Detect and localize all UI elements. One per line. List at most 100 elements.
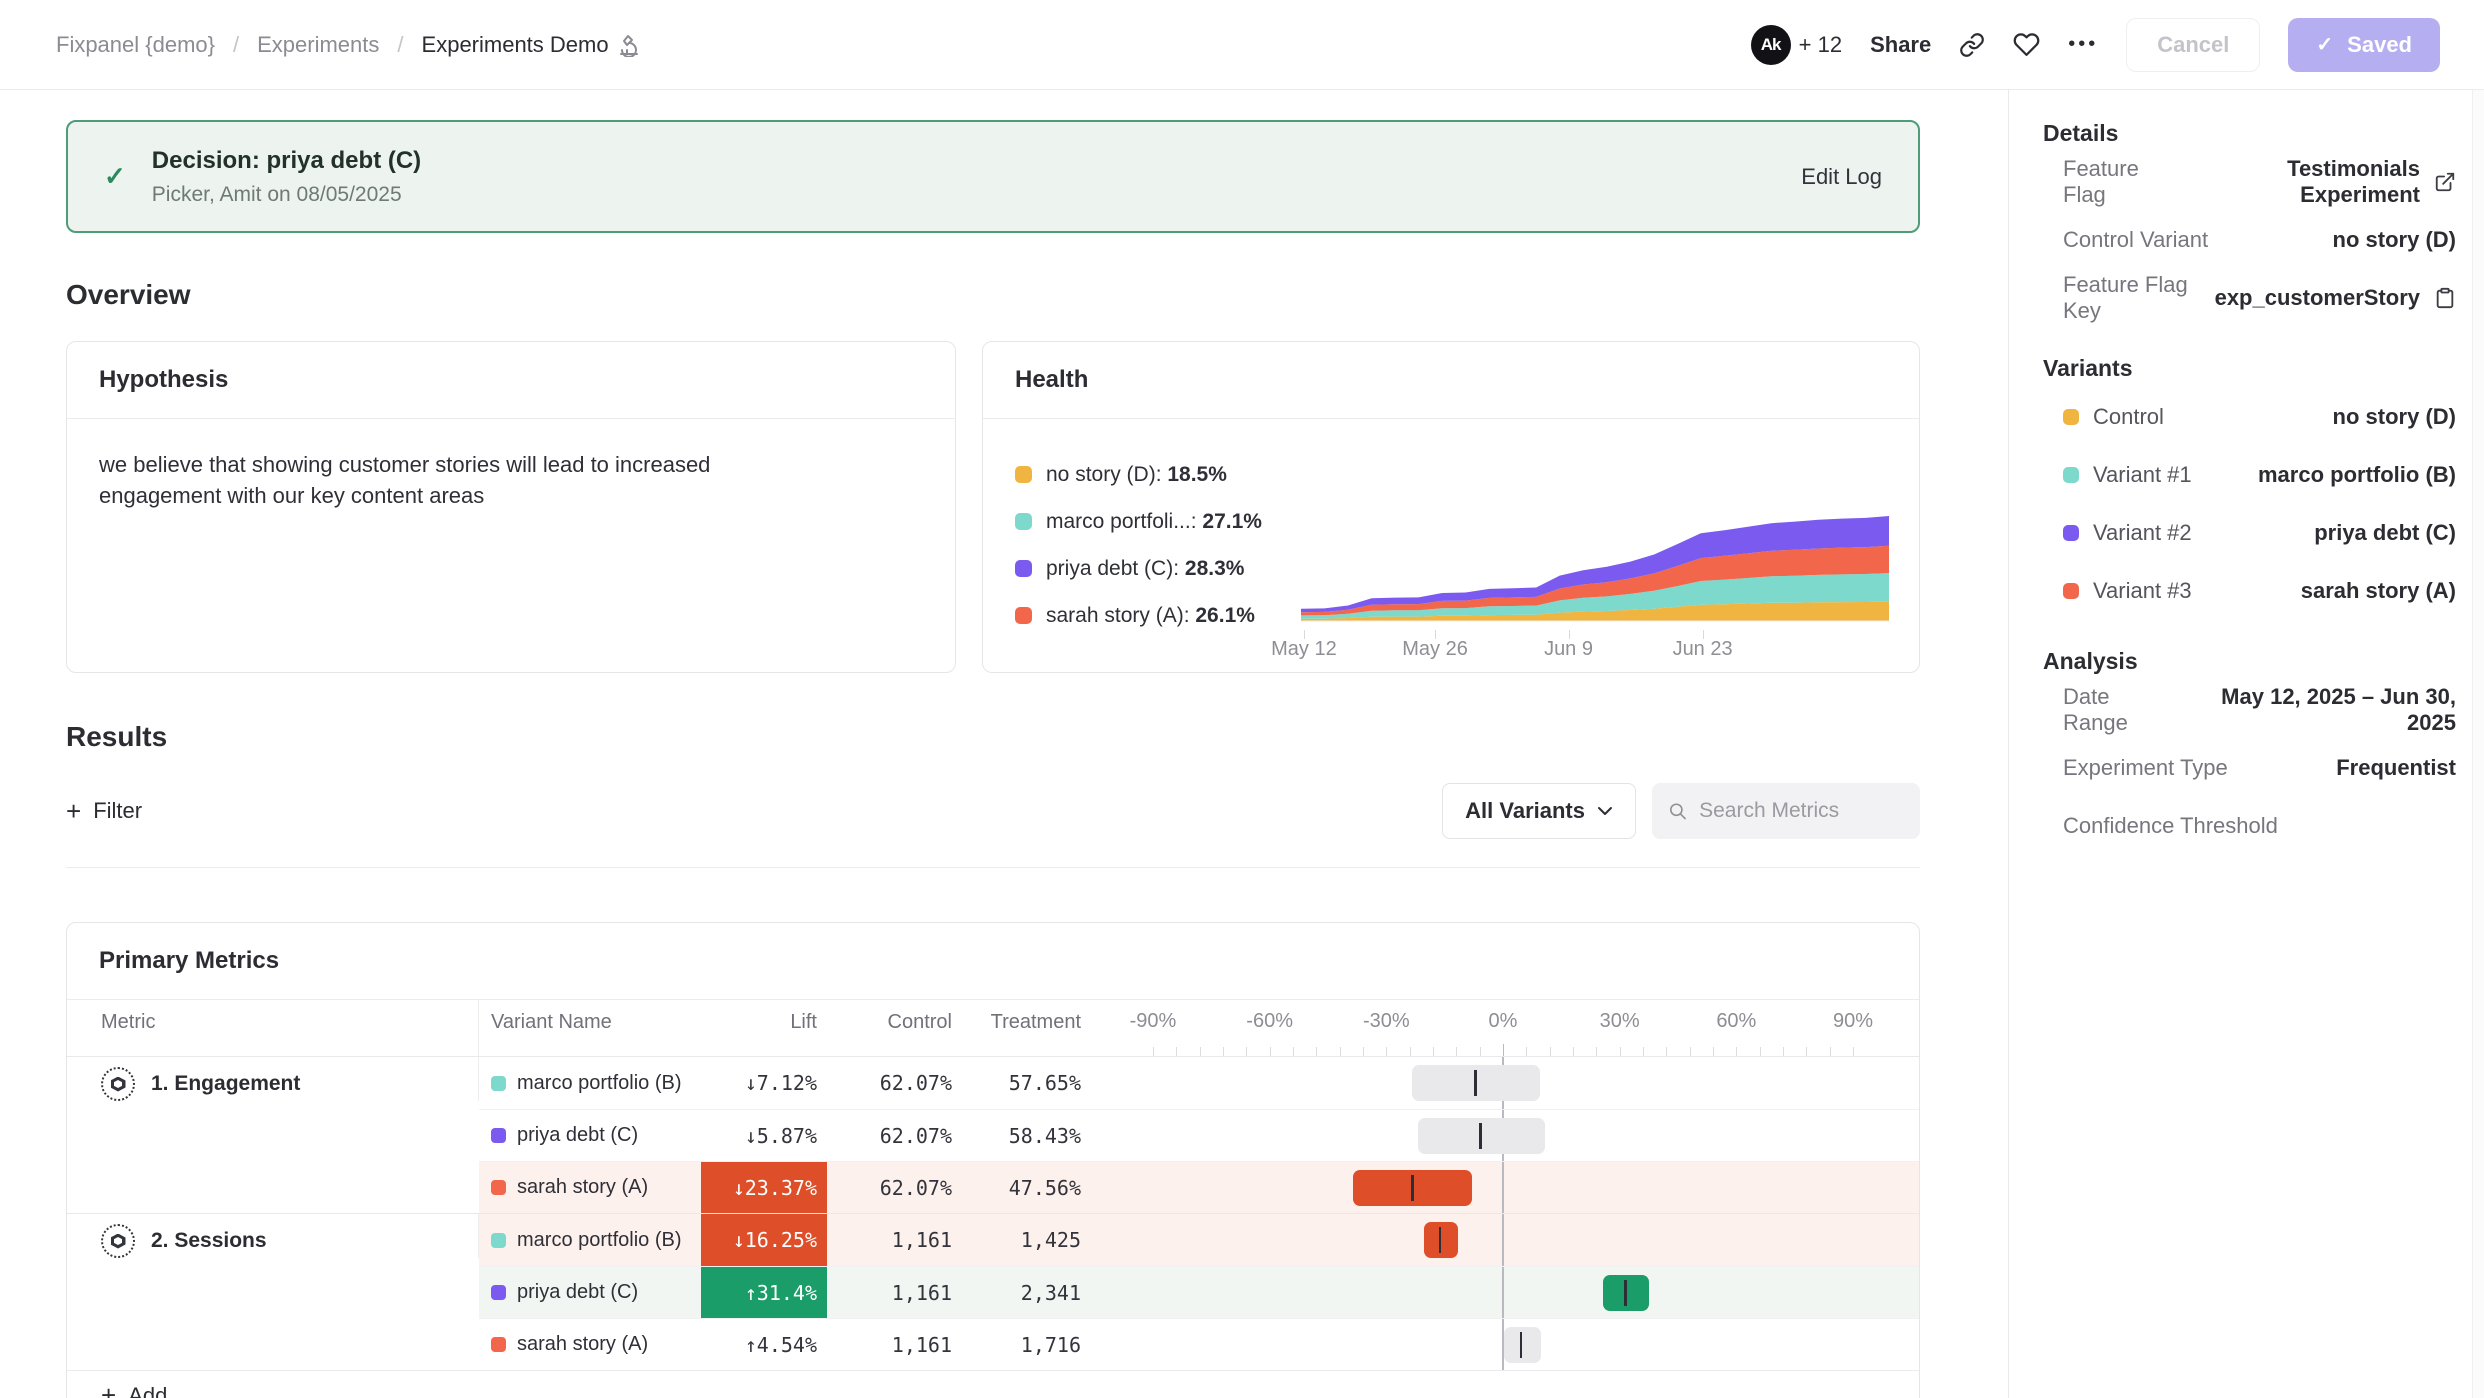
chevron-down-icon [1597,806,1613,816]
header-actions: Ak + 12 Share ••• Cancel ✓ Saved [1751,18,2440,72]
details-sidebar: Details Feature Flag Testimonials Experi… [2008,90,2484,1398]
table-row[interactable]: priya debt (C) ↓5.87% 62.07% 58.43% [479,1109,1919,1161]
hypothesis-title: Hypothesis [67,342,955,419]
metric-name[interactable]: 1. Engagement [151,1072,300,1096]
table-row[interactable]: marco portfolio (B) ↓16.25% 1,161 1,425 [479,1214,1919,1266]
collaborators[interactable]: Ak + 12 [1751,25,1842,65]
ruler-tick [1316,1047,1317,1056]
search-metrics-box[interactable] [1652,783,1920,839]
confidence-interval-cell [1087,1110,1919,1161]
sidebar-row: Feature Flag Testimonials Experiment [2027,153,2462,211]
ruler-tick [1340,1047,1341,1056]
variant-color-dot [491,1285,506,1300]
overview-heading: Overview [66,279,1920,311]
column-header-treatment: Treatment [952,1011,1087,1034]
cancel-button[interactable]: Cancel [2126,18,2260,72]
treatment-value: 2,341 [952,1267,1087,1318]
lift-tick [1520,1332,1523,1358]
sidebar-row-value: no story (D) [2333,227,2456,253]
variant-name: sarah story (A) [517,1333,648,1356]
top-bar: Fixpanel {demo} / Experiments / Experime… [0,0,2484,90]
confidence-interval-cell [1087,1319,1919,1370]
ruler-tick [1806,1047,1807,1056]
legend-swatch [1015,607,1032,624]
sidebar-row-label: Control [2063,404,2164,430]
metric-group: 1. Engagement marco portfolio (B) ↓7.12%… [67,1056,1919,1213]
search-metrics-input[interactable] [1699,799,1904,823]
lift-value: ↓16.25% [701,1214,827,1266]
sidebar-section: Variants Control no story (D) Variant #1… [2027,355,2462,620]
divider [66,867,1920,868]
ruler-tick [1853,1047,1854,1056]
collaborator-count: + 12 [1799,32,1842,58]
sidebar-row-value: no story (D) [2333,404,2456,430]
decision-subtitle: Picker, Amit on 08/05/2025 [152,183,421,207]
table-row[interactable]: priya debt (C) ↑31.4% 1,161 2,341 [479,1266,1919,1318]
metric-group: 2. Sessions marco portfolio (B) ↓16.25% … [67,1213,1919,1370]
ruler-tick [1410,1047,1411,1056]
ruler-tick [1363,1047,1364,1056]
sidebar-row-value: marco portfolio (B) [2258,462,2456,488]
ruler-tick [1480,1047,1481,1056]
add-filter-button[interactable]: + Filter [66,796,142,827]
lift-value: ↓5.87% [701,1110,827,1161]
health-x-axis: May 12May 26Jun 9Jun 23 [1301,632,1889,664]
scrollbar[interactable] [2472,90,2484,1398]
x-axis-label: Jun 9 [1544,638,1593,661]
ruler-tick [1433,1047,1434,1056]
metric-name[interactable]: 2. Sessions [151,1229,267,1253]
check-icon: ✓ [2316,32,2333,57]
sidebar-row-label: Confidence Threshold [2063,813,2278,839]
ruler-tick [1200,1047,1201,1056]
clipboard-icon[interactable] [2434,287,2456,309]
x-axis-label: May 26 [1402,638,1468,661]
axis-tick-label: 60% [1716,1010,1756,1033]
table-row[interactable]: sarah story (A) ↑4.54% 1,161 1,716 [479,1318,1919,1370]
metric-icon [101,1224,135,1258]
sidebar-row-label: Variant #1 [2063,462,2192,488]
control-value: 62.07% [827,1162,952,1213]
page-title: Experiments Demo [422,32,609,58]
table-row[interactable]: marco portfolio (B) ↓7.12% 62.07% 57.65% [479,1057,1919,1109]
add-metric-button[interactable]: + Add [67,1370,1919,1398]
avatar[interactable]: Ak [1751,25,1791,65]
variant-name: priya debt (C) [517,1281,638,1304]
sidebar-row: Variant #1 marco portfolio (B) [2027,446,2462,504]
saved-button[interactable]: ✓ Saved [2288,18,2440,72]
treatment-value: 1,716 [952,1319,1087,1370]
ruler-tick [1830,1047,1831,1056]
sidebar-section-heading: Variants [2027,355,2462,382]
sidebar-section-heading: Analysis [2027,648,2462,675]
external-link-icon[interactable] [2434,171,2456,193]
control-value: 62.07% [827,1057,952,1109]
sidebar-row: Experiment Type Frequentist [2027,739,2462,797]
table-header-row: Metric Variant Name Lift Control Treatme… [67,1000,1919,1044]
legend-swatch [1015,560,1032,577]
variant-color-swatch [2063,583,2079,599]
health-card: Health no story (D): 18.5% marco portfol… [982,341,1920,673]
zero-line [1502,1267,1504,1318]
lift-tick [1624,1280,1627,1306]
edit-log-link[interactable]: Edit Log [1801,164,1882,190]
breadcrumb-separator: / [233,32,239,58]
ruler-tick [1596,1047,1597,1056]
breadcrumb-experiments[interactable]: Experiments [257,32,379,58]
variant-name: priya debt (C) [517,1124,638,1147]
plus-icon: + [101,1380,116,1398]
breadcrumb: Fixpanel {demo} / Experiments / Experime… [56,32,641,58]
hypothesis-body: we believe that showing customer stories… [67,419,866,541]
breadcrumb-current[interactable]: Experiments Demo [422,32,641,58]
link-icon[interactable] [1959,32,1985,58]
health-legend: no story (D): 18.5% marco portfoli...: 2… [1015,433,1301,664]
more-options-icon[interactable]: ••• [2068,33,2098,56]
favorite-heart-icon[interactable] [2013,31,2040,58]
decision-check-icon: ✓ [104,161,126,192]
legend-swatch [1015,466,1032,483]
table-row[interactable]: sarah story (A) ↓23.37% 62.07% 47.56% [479,1161,1919,1213]
share-button[interactable]: Share [1870,32,1931,58]
sidebar-row-value: exp_customerStory [2215,285,2420,311]
lift-value: ↓7.12% [701,1057,827,1109]
ruler-tick [1386,1047,1387,1056]
variants-dropdown[interactable]: All Variants [1442,783,1636,839]
breadcrumb-project[interactable]: Fixpanel {demo} [56,32,215,58]
